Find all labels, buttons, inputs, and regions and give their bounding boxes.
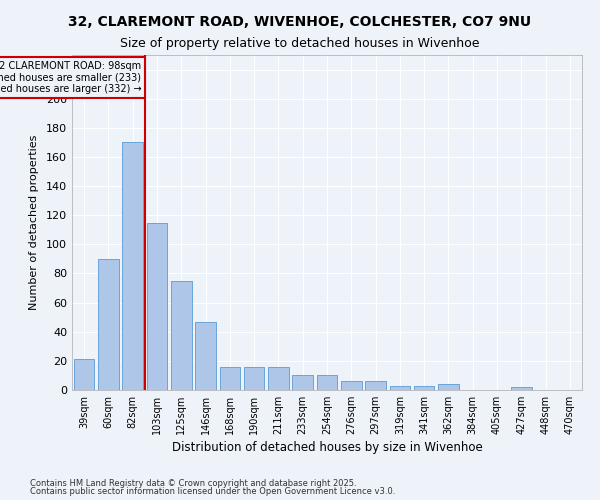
Bar [389,386,410,390]
Bar [292,376,313,390]
Bar [74,360,94,390]
Bar [341,382,362,390]
Bar [268,366,289,390]
Bar [438,384,459,390]
Text: 32 CLAREMONT ROAD: 98sqm
← 41% of detached houses are smaller (233)
58% of semi-: 32 CLAREMONT ROAD: 98sqm ← 41% of detach… [0,61,141,94]
Bar [365,382,386,390]
Bar [220,366,240,390]
Y-axis label: Number of detached properties: Number of detached properties [29,135,39,310]
Bar [98,259,119,390]
Text: Contains public sector information licensed under the Open Government Licence v3: Contains public sector information licen… [30,487,395,496]
Bar [244,366,265,390]
Text: 32, CLAREMONT ROAD, WIVENHOE, COLCHESTER, CO7 9NU: 32, CLAREMONT ROAD, WIVENHOE, COLCHESTER… [68,15,532,29]
Bar [317,376,337,390]
Bar [195,322,216,390]
Bar [414,386,434,390]
X-axis label: Distribution of detached houses by size in Wivenhoe: Distribution of detached houses by size … [172,441,482,454]
Text: Contains HM Land Registry data © Crown copyright and database right 2025.: Contains HM Land Registry data © Crown c… [30,478,356,488]
Bar [171,281,191,390]
Text: Size of property relative to detached houses in Wivenhoe: Size of property relative to detached ho… [120,38,480,51]
Bar [146,222,167,390]
Bar [511,387,532,390]
Bar [122,142,143,390]
